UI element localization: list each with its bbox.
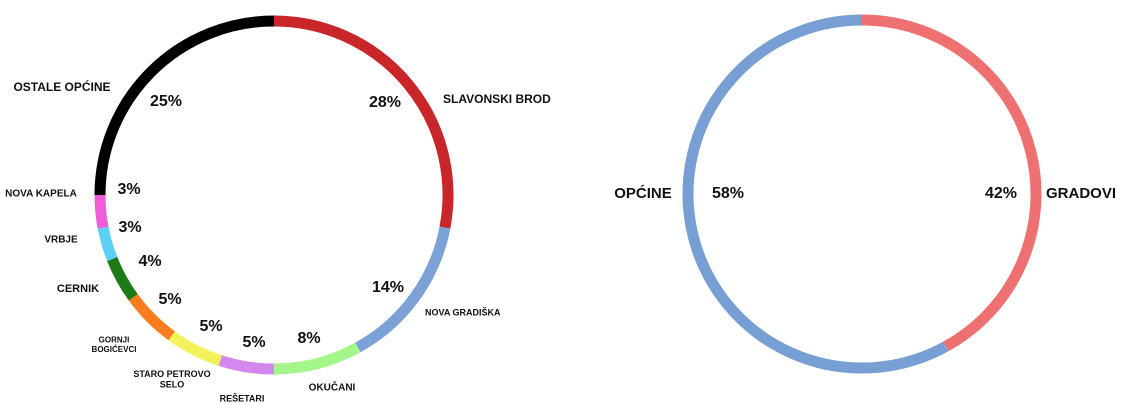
ring-segment-resetari: [218, 355, 275, 375]
data-label-nova-gradiska: 14%: [372, 279, 404, 296]
data-label-slavonski-brod: 28%: [369, 94, 401, 111]
data-label-gornji-bogicevci: 5%: [158, 291, 181, 308]
data-label-cernik: 4%: [138, 253, 161, 270]
category-label-nova-kapela: NOVA KAPELA: [5, 189, 77, 200]
category-label-gradovi: GRADOVI: [1046, 185, 1116, 202]
ring-segment-gradovi: [861, 14, 1042, 352]
ring-segment-opcine: [682, 14, 949, 374]
data-label-ostale-opcine: 25%: [150, 93, 182, 110]
category-label-slavonski-brod: SLAVONSKI BROD: [443, 92, 551, 106]
municipality-share-ring: 28% SLAVONSKI BROD 14% NOVA GRADIŠKA 8% OKUČA…: [5, 15, 551, 403]
category-label-okucani: OKUČANI: [309, 381, 356, 394]
category-label-cernik: CERNIK: [57, 283, 99, 295]
category-label-staro-petrovo-selo: STARO PETROVO SELO: [133, 369, 210, 389]
ring-segment-staro-petrovo-selo: [168, 331, 223, 366]
ring-segment-ostale-opcine: [94, 15, 275, 196]
ring-segment-gornji-bogicevci: [128, 293, 176, 341]
data-label-nova-kapela: 3%: [117, 181, 140, 198]
category-label-nova-gradiska: NOVA GRADIŠKA: [425, 306, 501, 317]
ring-segment-nova-kapela: [94, 194, 109, 229]
data-label-resetari: 5%: [242, 334, 265, 351]
ring-segment-cernik: [107, 256, 138, 301]
city-vs-municipality-ring: 42% GRADOVI 58% OPĆINE: [614, 14, 1116, 374]
ring-segment-nova-gradiska: [355, 226, 451, 353]
ring-segment-vrbje: [97, 226, 118, 262]
data-label-okucani: 8%: [297, 330, 320, 347]
category-label-vrbje: VRBJE: [44, 235, 78, 246]
ring-segment-slavonski-brod: [273, 15, 454, 229]
ring-segment-okucani: [273, 342, 361, 375]
category-label-ostale-opcine: OSTALE OPĆINE: [13, 79, 110, 94]
data-label-staro-petrovo-selo: 5%: [199, 318, 222, 335]
data-label-vrbje: 3%: [118, 219, 141, 236]
category-label-gornji-bogicevci: GORNJI BOGIĆEVCI: [92, 336, 137, 354]
data-label-opcine: 58%: [712, 185, 744, 202]
category-label-opcine: OPĆINE: [614, 184, 672, 202]
data-label-gradovi: 42%: [985, 185, 1017, 202]
category-label-resetari: REŠETARI: [220, 392, 265, 403]
